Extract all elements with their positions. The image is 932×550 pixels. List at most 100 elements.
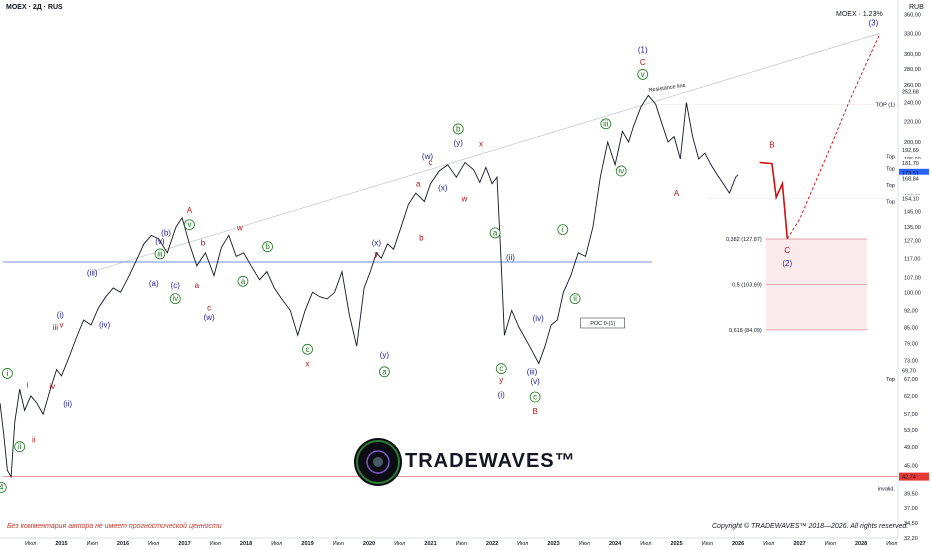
wave-label: C — [784, 246, 790, 255]
y-tick-label: 92,00 — [904, 308, 918, 314]
wave-label: i — [27, 380, 29, 389]
wave-label: A — [674, 189, 680, 198]
wave-label: v — [60, 321, 64, 330]
y-tick-label: 53,00 — [904, 428, 918, 434]
wave-label: (b) — [161, 228, 171, 237]
price-tag-text: 252,68 — [902, 89, 919, 95]
wave-label: iii — [603, 119, 609, 128]
y-tick-label: 300,00 — [904, 52, 921, 58]
wave-label: 4 — [0, 483, 4, 492]
y-tick-label: 39,50 — [904, 492, 918, 498]
wave-circle — [615, 165, 627, 177]
logo-ring — [356, 440, 400, 484]
wave-label: w — [236, 223, 243, 232]
fib-label: 0,618 (84,09) — [729, 328, 762, 334]
wave-label: (w) — [422, 152, 433, 161]
wave-label: (x) — [372, 239, 382, 248]
wave-circle — [169, 293, 181, 305]
wave-circle — [557, 224, 569, 235]
wave-label: i — [562, 225, 564, 234]
y-tick-label: 57,00 — [904, 412, 918, 418]
fib-label: 0,5 (103,69) — [732, 282, 762, 288]
y-tick-label: 260,00 — [904, 83, 921, 89]
wave-circle — [302, 343, 313, 355]
y-tick-label: 85,00 — [904, 326, 918, 332]
wave-circle — [600, 118, 612, 130]
wave-circle — [262, 241, 273, 253]
wave-circle — [495, 363, 507, 375]
wave-circle — [637, 69, 649, 80]
wave-label: c — [533, 392, 537, 401]
wave-label: (2) — [782, 259, 792, 268]
x-tick-label: Июл — [25, 541, 36, 547]
wave-circle — [1, 368, 13, 379]
wave-circle — [379, 366, 390, 378]
price-tag: 154,10 — [899, 194, 929, 203]
level-tag: Top — [886, 183, 895, 189]
y-tick-label: 62,00 — [904, 394, 918, 400]
y-tick-label: 73,00 — [904, 359, 918, 365]
wave-label: (x) — [438, 183, 448, 192]
x-tick-label: Июл — [640, 541, 651, 547]
level-tag: invalid. — [878, 486, 896, 492]
wave-label: (i) — [498, 391, 505, 400]
wave-label: a — [195, 281, 200, 290]
ticker-info: MOEX · 1.23% — [836, 11, 883, 18]
price-tag: 69,70 — [899, 366, 929, 375]
x-tick-label: 2020 — [363, 541, 375, 547]
x-tick-label: 2026 — [732, 541, 744, 547]
price-tag-bg — [899, 194, 929, 203]
wave-label: c — [207, 303, 211, 312]
y-tick-label: 220,00 — [904, 119, 921, 125]
x-tick-label: 2016 — [117, 541, 129, 547]
annotation-box — [580, 317, 626, 329]
x-tick-label: 2021 — [424, 541, 436, 547]
x-tick-label: 2024 — [609, 541, 622, 547]
x-tick-label: Июл — [825, 541, 836, 547]
level-tag: Top — [886, 200, 895, 206]
x-tick-label: Июл — [702, 541, 713, 547]
x-tick-label: 2015 — [55, 541, 67, 547]
y-tick-label: 280,00 — [904, 67, 921, 73]
price-tag-bg — [899, 472, 929, 481]
wave-label: (iv) — [533, 314, 544, 323]
wave-label: ii — [18, 442, 22, 451]
y-tick-label: 45,00 — [904, 463, 918, 469]
forecast-zigzag — [759, 161, 789, 239]
tradewaves-logo-text: TRADEWAVES™ — [405, 450, 576, 472]
x-tick-label: 2025 — [670, 541, 682, 547]
wave-label: B — [532, 407, 537, 416]
level-tag: Top — [886, 166, 895, 172]
wave-label: iii — [157, 249, 163, 258]
price-tag-bg — [899, 87, 929, 96]
wave-label: ii — [573, 294, 577, 303]
wave-label: a — [416, 179, 421, 188]
price-tag: 42,74 — [899, 472, 929, 481]
x-tick-label: Июл — [886, 541, 897, 547]
x-tick-label: Июл — [87, 541, 98, 547]
price-tag-text: 42,74 — [902, 475, 916, 481]
wave-label: b — [456, 124, 461, 133]
x-tick-label: 2027 — [793, 541, 805, 547]
wave-label: (y) — [380, 351, 390, 360]
price-tag-bg — [899, 158, 929, 167]
wave-circle — [489, 227, 501, 239]
wave-label: (1) — [638, 46, 648, 55]
wave-circle — [529, 391, 541, 403]
wave-label: b — [265, 242, 270, 251]
x-tick-label: Июл — [210, 541, 221, 547]
fib-label: 0,382 (127,87) — [726, 237, 762, 243]
wave-label: a — [382, 367, 387, 376]
wave-label: (w) — [204, 313, 215, 322]
x-tick-label: Июл — [394, 541, 405, 547]
y-tick-label: 135,00 — [904, 225, 921, 231]
price-tag-bg — [899, 146, 929, 155]
wave-circle — [184, 219, 195, 231]
wave-label: C — [640, 58, 646, 67]
wave-circle — [569, 293, 581, 305]
wave-label: c — [306, 345, 310, 354]
wave-label: (v) — [155, 237, 165, 246]
wave-label: (y) — [454, 138, 464, 147]
x-tick-label: 2017 — [178, 541, 190, 547]
